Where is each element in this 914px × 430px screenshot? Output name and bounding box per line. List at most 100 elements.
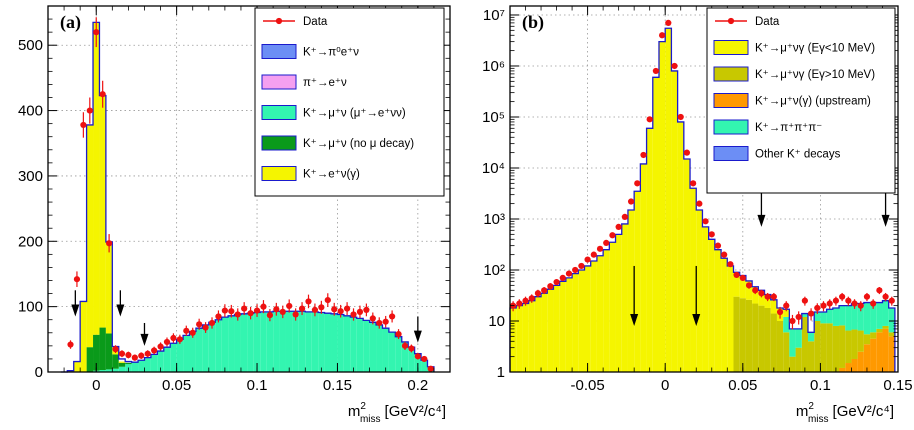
data-point: [727, 261, 734, 268]
cut-arrow-head: [140, 333, 149, 346]
x-tick-label: -0.05: [570, 377, 604, 394]
histogram-bar: [801, 313, 808, 317]
histogram-bar: [857, 303, 864, 331]
data-point: [807, 310, 815, 317]
histogram-bar: [832, 307, 840, 326]
histogram-bar: [118, 361, 126, 363]
data-point: [634, 180, 641, 187]
panel-a: 0 0.05 0.1 0.15 0.2 0 100 200 300 400 500 (a) m2 miss…: [18, 5, 451, 425]
histogram-bar: [863, 302, 871, 335]
data-point: [86, 107, 93, 114]
data-point: [266, 312, 274, 319]
histogram-bar: [138, 360, 145, 372]
data-point: [80, 121, 87, 129]
histogram-bar: [596, 255, 604, 372]
histogram-bar: [93, 334, 100, 371]
histogram-bar: [516, 305, 523, 372]
legend-swatch: [713, 40, 749, 55]
histogram-bar: [105, 333, 113, 370]
data-point: [311, 306, 319, 314]
data-point: [157, 343, 164, 350]
histogram-bar: [298, 311, 306, 372]
data-point: [131, 354, 138, 361]
histogram-bar: [603, 249, 610, 372]
data-point: [888, 297, 895, 304]
x-tick-label: 0: [92, 377, 100, 394]
cut-arrow-head: [757, 214, 766, 227]
histogram-bar: [80, 301, 87, 372]
histogram-bar: [876, 302, 883, 329]
histogram-bar: [534, 296, 542, 372]
histogram-bar: [658, 41, 666, 372]
y-tick-label: 300: [18, 168, 43, 185]
histogram-bar: [221, 317, 229, 372]
histogram-bar: [144, 357, 151, 372]
data-point: [541, 287, 548, 294]
data-point: [534, 290, 542, 297]
cut-arrow-head: [71, 304, 80, 317]
histogram-bar: [401, 341, 409, 372]
data-point: [708, 231, 715, 238]
data-point: [752, 287, 759, 294]
histogram-bar: [820, 312, 827, 324]
histogram-bar: [99, 327, 106, 371]
data-point: [565, 270, 573, 277]
cut-arrow-head: [630, 313, 639, 326]
data-point: [215, 313, 222, 320]
legend-label: K⁺→π⁺π⁺π⁻: [755, 122, 822, 134]
data-point: [839, 293, 846, 300]
data-point: [241, 305, 248, 312]
data-point: [253, 307, 261, 314]
histogram-bar: [845, 305, 852, 331]
histogram-bar: [714, 249, 722, 372]
data-point: [553, 278, 560, 286]
legend-label: K⁺→e⁺ν(γ): [303, 169, 360, 181]
histogram-bar: [634, 191, 641, 372]
data-point: [163, 338, 171, 346]
data-point: [176, 336, 183, 343]
x-tick-label: 0.15: [883, 377, 912, 394]
data-point: [408, 345, 415, 352]
data-point: [615, 223, 622, 230]
histogram-bar: [388, 332, 396, 372]
legend-label: K⁺→μ⁺νγ (Eγ>10 MeV): [755, 69, 875, 81]
histogram-bar: [857, 330, 864, 352]
data-point: [795, 313, 802, 321]
histogram-bar: [105, 369, 113, 372]
data-point: [870, 300, 877, 307]
histogram-bar: [758, 305, 765, 372]
data-point: [559, 274, 566, 281]
histogram-bar: [627, 210, 635, 372]
histogram-bar: [150, 354, 158, 372]
histogram-bar: [331, 313, 338, 372]
histogram-bar: [350, 317, 357, 372]
histogram-bar: [870, 338, 877, 372]
x-tick-label: 0.05: [162, 377, 191, 394]
histogram-bar: [863, 334, 871, 345]
legend-label: K⁺→π⁰e⁺ν: [303, 47, 359, 59]
histogram-bar: [764, 294, 771, 308]
histogram-bar: [559, 281, 566, 372]
legend-swatch: [713, 119, 749, 135]
data-point: [234, 311, 241, 318]
histogram-bar: [770, 299, 777, 314]
data-point: [421, 355, 428, 363]
data-point: [528, 295, 535, 302]
histogram-bar: [739, 298, 746, 372]
histogram-bar: [337, 314, 344, 372]
data-point: [99, 91, 106, 98]
data-point: [376, 319, 383, 327]
legend-label: K⁺→μ⁺ν(γ) (upstream): [755, 96, 871, 108]
histogram-bar: [876, 332, 883, 372]
data-point: [151, 347, 158, 354]
histogram-bar: [863, 344, 871, 372]
histogram-bar: [528, 300, 535, 372]
histogram-bar: [584, 265, 591, 372]
legend-label: Data: [303, 16, 328, 28]
legend: Data K⁺→μ⁺νγ (Eγ<10 MeV) K⁺→μ⁺νγ (Eγ>10 Me…: [706, 7, 896, 194]
histogram-bar: [708, 239, 715, 372]
histogram-bar: [652, 77, 659, 372]
histogram-bar: [783, 332, 790, 372]
histogram-bar: [311, 311, 319, 372]
